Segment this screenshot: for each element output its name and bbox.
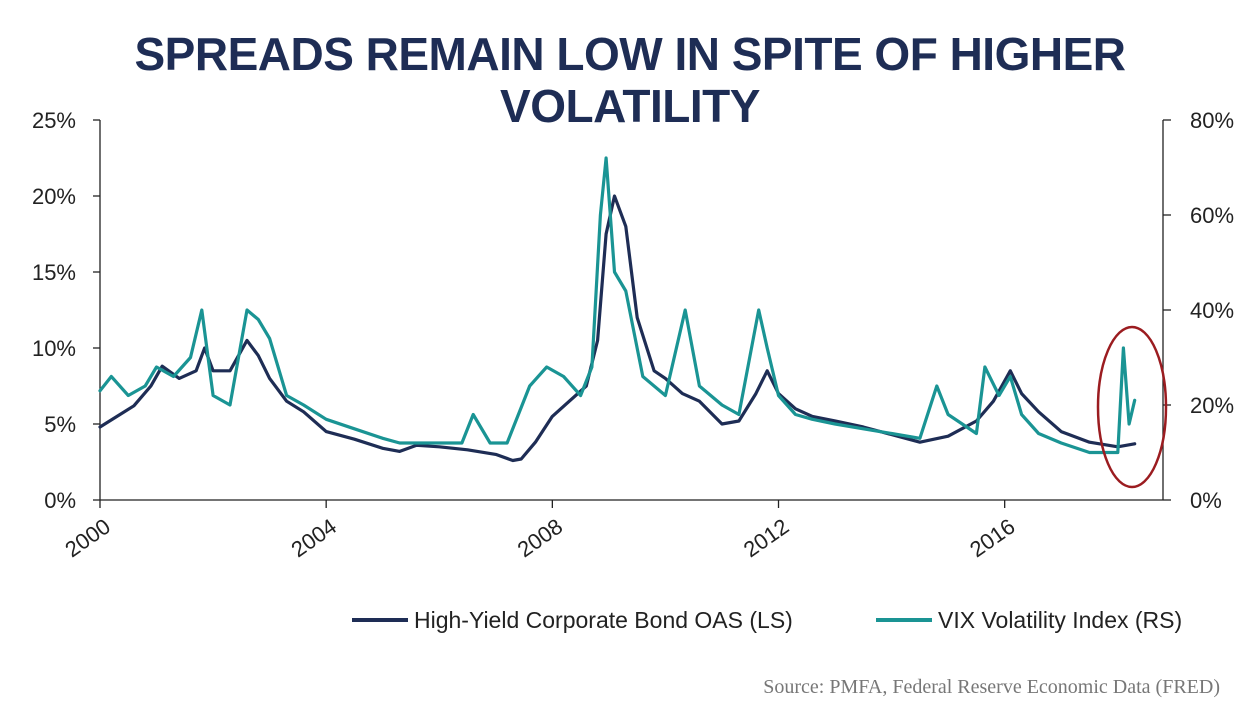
right-tick-label: 0%	[1190, 488, 1222, 513]
right-tick-label: 60%	[1190, 203, 1234, 228]
highlight-ellipse	[1096, 325, 1168, 489]
x-tick-label: 2000	[60, 514, 114, 563]
left-tick-label: 15%	[32, 260, 76, 285]
series-line-vix	[98, 156, 1137, 455]
right-tick-label: 80%	[1190, 108, 1234, 133]
left-tick-label: 25%	[32, 108, 76, 133]
left-tick-label: 10%	[32, 336, 76, 361]
x-tick-label: 2016	[965, 514, 1019, 563]
left-tick-label: 0%	[44, 488, 76, 513]
x-tick-label: 2012	[739, 514, 793, 563]
chart-title: SPREADS REMAIN LOW IN SPITE OF HIGHER VO…	[134, 28, 1126, 132]
right-tick-label: 40%	[1190, 298, 1234, 323]
legend-label-vix: VIX Volatility Index (RS)	[938, 607, 1182, 633]
left-tick-label: 5%	[44, 412, 76, 437]
legend-label-hy-oas: High-Yield Corporate Bond OAS (LS)	[414, 607, 793, 633]
left-tick-label: 20%	[32, 184, 76, 209]
legend: High-Yield Corporate Bond OAS (LS) VIX V…	[352, 607, 1182, 633]
x-tick-label: 2008	[513, 514, 567, 563]
x-tick-label: 2004	[287, 514, 341, 563]
source-note: Source: PMFA, Federal Reserve Economic D…	[763, 676, 1220, 698]
right-tick-label: 20%	[1190, 393, 1234, 418]
series-layer	[98, 156, 1137, 463]
